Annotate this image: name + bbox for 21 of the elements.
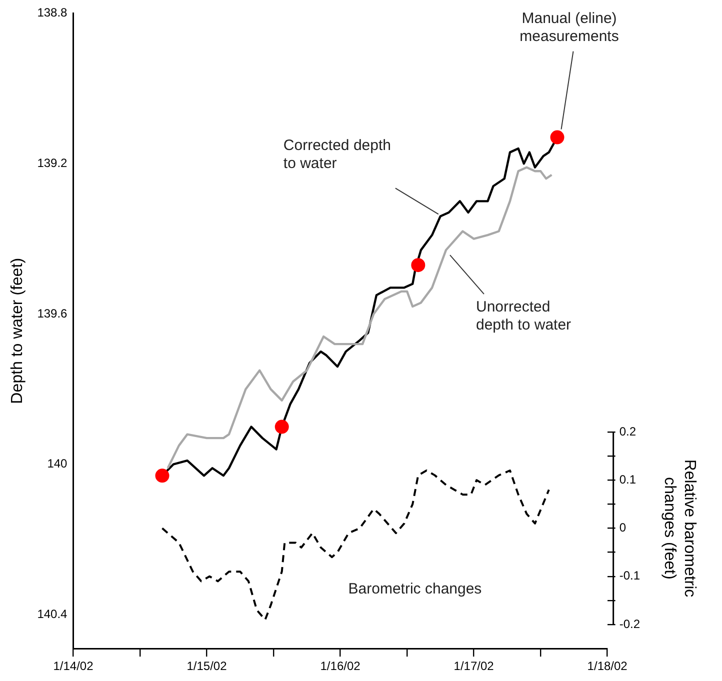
y-tick-label: 140.4 bbox=[37, 607, 68, 622]
annotation: Manual (eline) measurements bbox=[520, 10, 619, 45]
x-tick-label: 1/18/02 bbox=[587, 659, 628, 674]
y2-tick-label: 0.2 bbox=[619, 424, 636, 438]
y-tick-label: 139.6 bbox=[37, 306, 68, 320]
annotation: Unorrected depth to water bbox=[476, 298, 572, 334]
annotation: Barometric changes bbox=[348, 580, 482, 598]
y-tick-label: 138.8 bbox=[37, 6, 68, 20]
x-tick-label: 1/14/02 bbox=[53, 659, 94, 674]
x-tick-label: 1/15/02 bbox=[186, 659, 228, 674]
y2-tick-label: -0.1 bbox=[619, 568, 640, 583]
y-axis-title: Depth to water (feet) bbox=[9, 258, 26, 404]
x-tick-label: 1/16/02 bbox=[320, 659, 361, 674]
y-tick-label: 140 bbox=[47, 456, 68, 471]
y2-tick-label: 0 bbox=[619, 520, 626, 535]
annotation: Corrected depth to water bbox=[283, 136, 391, 172]
y2-axis-title: Relative barometric changes (feet) bbox=[660, 459, 698, 598]
x-tick-label: 1/17/02 bbox=[454, 659, 494, 674]
y2-tick-label: 0.1 bbox=[619, 472, 636, 486]
y-tick-label: 139.2 bbox=[37, 156, 68, 170]
y2-tick-label: -0.2 bbox=[619, 616, 640, 631]
